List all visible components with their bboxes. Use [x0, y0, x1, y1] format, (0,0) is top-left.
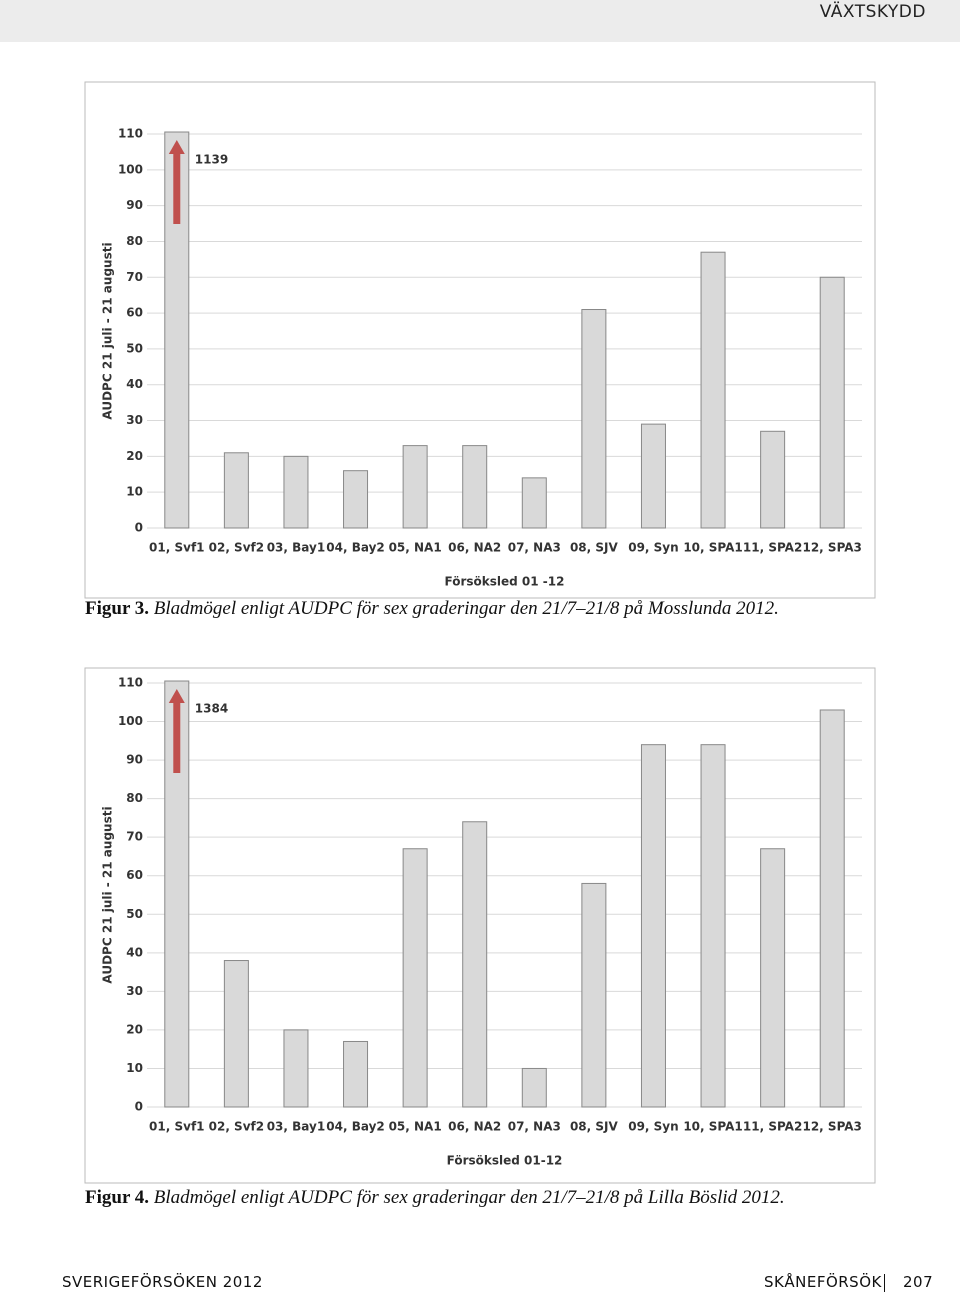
x-tick-label: 02, Svf2 — [209, 1120, 264, 1134]
x-tick-label: 08, SJV — [570, 541, 619, 555]
x-tick-label: 11, SPA2 — [743, 1120, 802, 1134]
bar — [521, 477, 547, 529]
bar — [819, 276, 845, 529]
value-label: 1139 — [195, 153, 228, 167]
bar — [819, 709, 845, 1108]
caption-label: Figur 3. — [85, 598, 150, 619]
x-tick-label: 08, SJV — [570, 1120, 619, 1134]
arrow-head — [168, 140, 185, 154]
caption: Figur 4. Bladmögel enligt AUDPC för sex … — [85, 1187, 785, 1209]
x-tick-label: 01, Svf1 — [149, 541, 204, 555]
x-tick-label: 07, NA3 — [508, 1120, 561, 1134]
x-tick-label: 11, SPA2 — [743, 541, 802, 555]
y-tick-label: 110 — [118, 676, 143, 690]
x-tick-label: 10, SPA1 — [683, 541, 742, 555]
y-tick-label: 60 — [126, 306, 143, 320]
caption-text: Bladmögel enligt AUDPC för sex gradering… — [153, 598, 779, 619]
y-tick-label: 90 — [126, 198, 143, 212]
bar — [462, 445, 488, 529]
bar — [402, 848, 428, 1108]
page-number: 207 — [903, 1273, 934, 1291]
y-tick-label: 110 — [118, 127, 143, 141]
y-axis-label: AUDPC 21 juli - 21 augusti — [101, 806, 115, 983]
bar — [760, 848, 786, 1108]
bar — [223, 960, 249, 1108]
y-tick-label: 20 — [126, 449, 143, 463]
x-tick-label: 12, SPA3 — [802, 541, 861, 555]
y-axis-label: AUDPC 21 juli - 21 augusti — [101, 242, 115, 419]
x-axis-label: Försöksled 01-12 — [447, 1154, 563, 1168]
y-tick-label: 30 — [126, 984, 143, 998]
bar — [640, 744, 666, 1108]
bar — [223, 452, 249, 529]
x-tick-label: 03, Bay1 — [267, 541, 325, 555]
x-tick-label: 09, Syn — [628, 1120, 678, 1134]
y-tick-label: 90 — [126, 753, 143, 767]
y-tick-label: 30 — [126, 413, 143, 427]
y-tick-label: 100 — [118, 162, 143, 176]
footer-left: SVERIGEFÖRSÖKEN 2012 — [62, 1273, 263, 1291]
x-tick-label: 06, NA2 — [448, 1120, 501, 1134]
y-tick-label: 70 — [126, 830, 143, 844]
bar — [700, 251, 726, 529]
y-tick-label: 60 — [126, 868, 143, 882]
y-tick-label: 10 — [126, 485, 143, 499]
y-tick-label: 0 — [135, 521, 143, 535]
y-tick-label: 50 — [126, 907, 143, 921]
x-tick-label: 05, NA1 — [389, 1120, 442, 1134]
x-tick-label: 12, SPA3 — [802, 1120, 861, 1134]
bar — [700, 744, 726, 1108]
footer-right: SKÅNEFÖRSÖK — [764, 1273, 882, 1291]
y-tick-label: 80 — [126, 234, 143, 248]
separator — [884, 1274, 885, 1292]
bar — [283, 1029, 309, 1108]
bar — [462, 821, 488, 1108]
x-tick-label: 03, Bay1 — [267, 1120, 325, 1134]
bar — [521, 1067, 547, 1108]
header-bar: VÄXTSKYDD — [0, 0, 960, 42]
y-tick-label: 40 — [126, 377, 143, 391]
x-tick-label: 06, NA2 — [448, 541, 501, 555]
bar — [164, 131, 190, 529]
bar — [760, 430, 786, 529]
x-tick-label: 05, NA1 — [389, 541, 442, 555]
bar — [343, 470, 369, 529]
x-tick-label: 09, Syn — [628, 541, 678, 555]
bar — [402, 445, 428, 529]
y-tick-label: 50 — [126, 341, 143, 355]
caption-label: Figur 4. — [85, 1187, 150, 1208]
x-tick-label: 04, Bay2 — [326, 1120, 384, 1134]
y-tick-label: 20 — [126, 1022, 143, 1036]
x-tick-label: 02, Svf2 — [209, 541, 264, 555]
bar — [581, 309, 607, 529]
y-tick-label: 0 — [135, 1100, 143, 1114]
y-tick-label: 40 — [126, 945, 143, 959]
x-tick-label: 04, Bay2 — [326, 541, 384, 555]
y-tick-label: 80 — [126, 791, 143, 805]
y-tick-label: 70 — [126, 270, 143, 284]
bar — [343, 1040, 369, 1108]
x-tick-label: 01, Svf1 — [149, 1120, 204, 1134]
y-tick-label: 100 — [118, 714, 143, 728]
bar — [640, 423, 666, 529]
arrow-head — [168, 689, 185, 703]
bar — [581, 882, 607, 1108]
section-title: VÄXTSKYDD — [819, 2, 926, 22]
x-tick-label: 10, SPA1 — [683, 1120, 742, 1134]
value-label: 1384 — [195, 702, 228, 716]
caption-text: Bladmögel enligt AUDPC för sex gradering… — [153, 1187, 785, 1208]
x-tick-label: 07, NA3 — [508, 541, 561, 555]
caption: Figur 3. Bladmögel enligt AUDPC för sex … — [85, 598, 779, 620]
x-axis-label: Försöksled 01 -12 — [445, 575, 565, 589]
bar — [283, 455, 309, 529]
y-tick-label: 10 — [126, 1061, 143, 1075]
